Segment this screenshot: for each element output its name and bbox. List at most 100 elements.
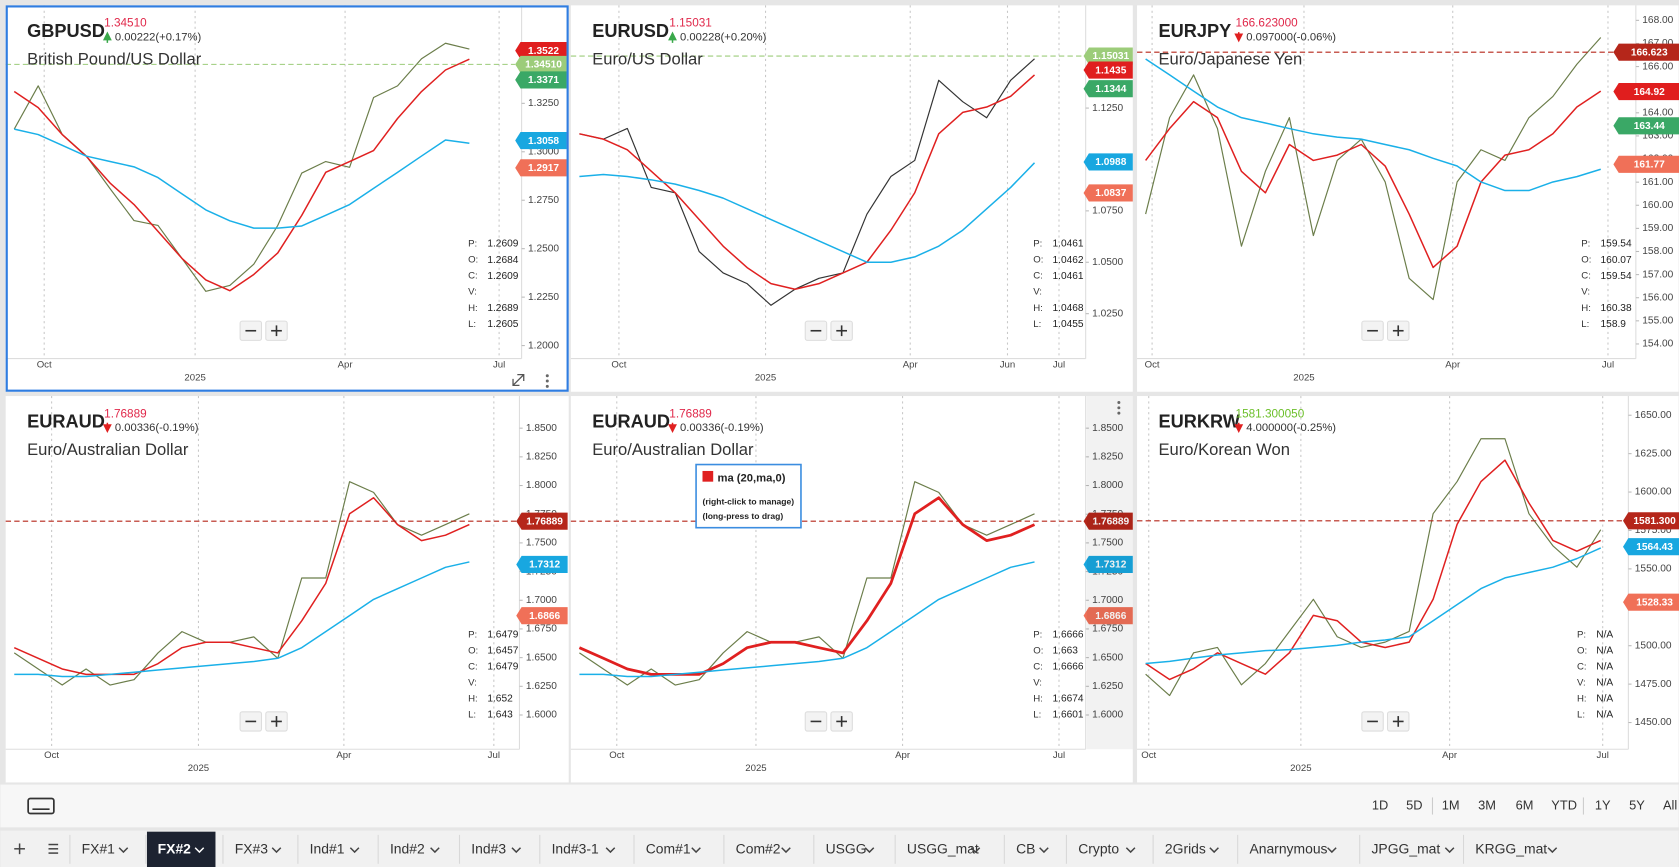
price-tag-label: 1.6866 (529, 611, 560, 622)
workspace-tab[interactable]: Ind#3 (458, 834, 522, 864)
moving-average-line (13, 496, 470, 676)
price-tag-label: 164.92 (1634, 87, 1665, 98)
arrow-up (102, 31, 112, 43)
workspace-tab[interactable]: Anarnymous (1237, 834, 1337, 864)
workspace-tab[interactable]: CB (1003, 834, 1049, 864)
keyboard-icon[interactable] (27, 797, 55, 815)
tab-chevron (194, 847, 205, 854)
workspace-tab[interactable]: Com#1 (633, 834, 701, 864)
moving-average-line (14, 128, 470, 229)
menu-dot (1117, 400, 1121, 404)
range-button[interactable]: 1D (1372, 797, 1388, 812)
tab-chevron (605, 847, 616, 854)
panel-menu[interactable] (1117, 400, 1121, 415)
price-tag-label: 1.0837 (1095, 188, 1126, 199)
add-tab-icon[interactable] (14, 843, 25, 855)
workspace-tab[interactable]: KRGG_mat (1462, 834, 1558, 864)
tab-label: CB (1016, 841, 1035, 857)
workspace-tab[interactable]: USGG_mat (894, 834, 981, 864)
price-tag (1083, 184, 1133, 202)
ohlc-label: C: (468, 661, 478, 672)
last-price: 1.76889 (669, 407, 712, 420)
ohlc-value: 1.6457 (487, 645, 518, 656)
tab-label: Ind#3-1 (552, 841, 599, 857)
y-tick-label: 1.7500 (526, 538, 557, 549)
tab-list-icon[interactable] (48, 843, 59, 854)
ohlc-value: 160.38 (1601, 303, 1632, 314)
zoom-out-button[interactable] (1361, 320, 1384, 341)
ohlc-value: 1.0468 (1053, 303, 1084, 314)
zoom-out-button[interactable] (804, 711, 828, 732)
zoom-out-button[interactable] (804, 320, 828, 341)
menu-dot (1117, 406, 1121, 410)
zoom-in-button[interactable] (265, 711, 288, 732)
ohlc-value: N/A (1596, 629, 1613, 640)
range-button[interactable]: 5Y (1629, 797, 1645, 812)
last-price: 1.15031 (669, 17, 712, 30)
last-price: 1581.300050 (1236, 407, 1305, 420)
range-button[interactable]: 3M (1478, 797, 1496, 812)
tab-label: Ind#3 (471, 841, 506, 857)
zoom-out-button[interactable] (239, 711, 263, 732)
tab-label: KRGG_mat (1475, 841, 1547, 857)
zoom-out-button[interactable] (1361, 711, 1384, 732)
workspace-tab[interactable]: FX#1 (69, 834, 129, 864)
symbol: GBPUSD (27, 21, 105, 41)
price-line (579, 58, 1035, 306)
chart-panel: Oct2025AprJul1.35001.32501.30001.27501.2… (5, 5, 569, 392)
zoom-in-button[interactable] (830, 711, 853, 732)
resize-icon[interactable] (512, 373, 525, 386)
price-tag-label: 1.76889 (526, 516, 563, 527)
ohlc-value: N/A (1596, 645, 1613, 656)
zoom-in-button[interactable] (1386, 320, 1410, 341)
tab-label: Anarnymous (1249, 841, 1327, 857)
y-tick-label: 1450.00 (1635, 717, 1672, 728)
workspace-tab[interactable]: Ind#1 (297, 834, 360, 864)
price-tag (516, 607, 568, 625)
tab-chevron (511, 847, 522, 854)
workspace-tab[interactable]: FX#3 (222, 834, 282, 864)
workspace-tab[interactable]: JPGG_mat (1359, 834, 1455, 864)
range-button[interactable]: 1Y (1595, 797, 1611, 812)
workspace-tab[interactable]: USGG (813, 834, 875, 864)
zoom-in-button[interactable] (265, 320, 288, 341)
workspace-tab[interactable]: Ind#2 (377, 834, 440, 864)
workspace-tab[interactable]: Crypto (1065, 834, 1136, 864)
panel-menu[interactable] (545, 374, 549, 388)
tab-label: Ind#1 (310, 841, 345, 857)
workspace-tab[interactable]: Com#2 (723, 834, 791, 864)
ohlc-value: 1.2684 (487, 255, 518, 266)
arrow-down (102, 422, 112, 434)
y-tick-label: 1.0250 (1092, 308, 1123, 319)
active-axis-shade (1086, 396, 1133, 750)
ohlc-label: H: (468, 303, 478, 314)
range-button[interactable]: 1M (1442, 797, 1460, 812)
range-button[interactable]: 5D (1406, 797, 1422, 812)
y-tick-label: 1.6500 (526, 652, 557, 663)
ohlc-label: H: (1033, 303, 1043, 314)
tab-label: Ind#2 (390, 841, 425, 857)
workspace-tab[interactable]: Ind#3-1 (539, 834, 616, 864)
workspace-tab[interactable]: FX#2 (145, 831, 216, 867)
symbol: EURAUD (27, 412, 105, 432)
ohlc-label: C: (1033, 661, 1043, 672)
workspace-tab[interactable]: 2Grids (1152, 834, 1219, 864)
range-button[interactable]: YTD (1551, 797, 1577, 812)
price-tag (1623, 538, 1679, 556)
y-tick-label: 1.8000 (1092, 480, 1123, 491)
range-button[interactable]: 6M (1516, 797, 1534, 812)
menu-dot (545, 374, 549, 378)
ohlc-value: N/A (1596, 678, 1613, 689)
price-tag-label: 1.2917 (528, 163, 559, 174)
tab-chevron (118, 847, 129, 854)
ohlc-label: H: (1577, 693, 1587, 704)
zoom-in-button[interactable] (830, 320, 853, 341)
price-tag-label: 1.15031 (1092, 51, 1129, 62)
zoom-out-button[interactable] (239, 320, 263, 341)
ohlc-label: O: (1033, 645, 1043, 656)
price-tag-label: 161.77 (1634, 160, 1665, 171)
symbol: EURJPY (1158, 21, 1231, 41)
range-button[interactable]: All (1663, 797, 1677, 812)
ohlc-label: O: (1577, 645, 1587, 656)
zoom-in-button[interactable] (1386, 711, 1410, 732)
